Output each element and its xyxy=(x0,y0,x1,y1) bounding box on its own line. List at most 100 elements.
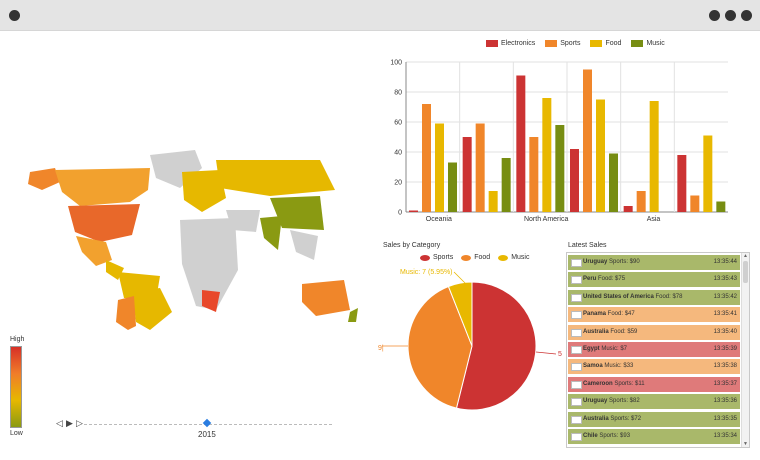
bar[interactable] xyxy=(716,201,726,213)
bar[interactable] xyxy=(703,135,713,213)
pie-chart-title: Sales by Category xyxy=(383,242,441,249)
map-region-usa xyxy=(68,204,140,242)
map-region-south-america-south xyxy=(116,296,136,330)
legend-label: Food xyxy=(605,40,622,47)
pie-legend-item[interactable]: Music xyxy=(498,254,529,261)
sales-row[interactable]: Egypt Music: $7 13:35:39 xyxy=(568,342,740,357)
pie-legend-item[interactable]: Food xyxy=(461,254,490,261)
country-flag-icon xyxy=(571,363,582,372)
scroll-down-icon[interactable]: ▼ xyxy=(743,441,748,447)
sales-row-detail: Music: $7 xyxy=(599,346,628,352)
sales-row[interactable]: Cameroon Sports: $11 13:35:37 xyxy=(568,376,740,392)
sales-row[interactable]: Australia Food: $59 13:35:40 xyxy=(568,324,740,340)
y-tick-label: 80 xyxy=(394,90,402,97)
bar[interactable] xyxy=(435,123,444,213)
x-tick-label: Oceania xyxy=(426,216,452,223)
world-choropleth-map[interactable] xyxy=(20,60,370,330)
sales-row-detail: Music: $33 xyxy=(602,363,634,370)
legend-swatch-icon xyxy=(545,40,558,47)
sales-row[interactable]: Panama Food: $47 13:35:41 xyxy=(568,307,740,323)
sales-row[interactable]: Samoa Music: $33 13:35:38 xyxy=(568,359,740,375)
window-dot-icon[interactable] xyxy=(709,10,720,21)
bar[interactable] xyxy=(677,155,687,212)
bar[interactable] xyxy=(516,75,526,213)
sales-row-time: 13:35:37 xyxy=(713,380,737,387)
bar[interactable] xyxy=(623,206,633,212)
x-tick-label: North America xyxy=(524,216,568,223)
bar[interactable] xyxy=(542,98,552,212)
pie-slice[interactable] xyxy=(455,281,537,411)
bar-legend-item[interactable]: Music xyxy=(631,40,665,47)
sales-row-text: Egypt Music: $7 xyxy=(583,346,627,352)
map-region-europe xyxy=(182,170,226,212)
timeline-play-button[interactable]: ▶ xyxy=(66,418,73,428)
legend-label: Music xyxy=(646,40,665,47)
sales-row-text: Australia Sports: $72 xyxy=(583,416,641,422)
sales-row-country: Australia xyxy=(583,415,609,422)
bar[interactable] xyxy=(448,162,457,213)
window-dot-icon[interactable] xyxy=(725,10,736,21)
bar[interactable] xyxy=(488,191,498,212)
legend-label: Food xyxy=(474,254,491,261)
bar[interactable] xyxy=(649,101,659,212)
sales-row-time: 13:35:42 xyxy=(713,293,737,300)
sales-row-country: United States of America xyxy=(583,293,654,300)
bar[interactable] xyxy=(570,149,579,212)
country-flag-icon xyxy=(571,433,582,441)
pie-data-label: 9| xyxy=(378,345,384,352)
timeline-slider[interactable]: ◁ ▶ ▷ 2015 xyxy=(52,414,352,444)
sales-row-country: Chile xyxy=(583,433,598,439)
bar-legend-item[interactable]: Electronics xyxy=(486,40,535,47)
bar[interactable] xyxy=(409,210,418,213)
sales-row-time: 13:35:41 xyxy=(713,311,737,318)
sales-row-text: Uruguay Sports: $82 xyxy=(583,398,640,404)
country-flag-icon xyxy=(571,380,582,389)
timeline-forward-button[interactable]: ▷ xyxy=(76,418,83,428)
bar-legend-item[interactable]: Sports xyxy=(545,40,580,47)
legend-label: Music xyxy=(511,254,530,261)
pie-slice[interactable] xyxy=(447,281,473,347)
sales-row[interactable]: Uruguay Sports: $90 13:35:44 xyxy=(568,255,740,270)
bar[interactable] xyxy=(422,104,431,212)
pie-legend-item[interactable]: Sports xyxy=(420,254,453,261)
timeline-back-button[interactable]: ◁ xyxy=(56,418,63,428)
sales-row[interactable]: Chile Sports: $93 13:35:34 xyxy=(568,429,740,444)
bar[interactable] xyxy=(596,99,605,213)
bar[interactable] xyxy=(609,153,618,213)
country-flag-icon xyxy=(571,293,582,302)
pie-data-label: Music: 7 (5.95%) xyxy=(400,269,453,276)
latest-sales-scrollbar[interactable]: ▲ ▼ xyxy=(741,253,749,447)
timeline-handle[interactable] xyxy=(202,418,212,428)
sales-row-text: United States of America Food: $78 xyxy=(583,294,682,300)
bar[interactable] xyxy=(462,137,472,212)
window-dot-icon[interactable] xyxy=(741,10,752,21)
bar[interactable] xyxy=(529,137,539,212)
bar[interactable] xyxy=(690,195,700,213)
sales-row[interactable]: Uruguay Sports: $82 13:35:36 xyxy=(568,394,740,410)
latest-sales-list[interactable]: ▲ ▼ Uruguay Sports: $90 13:35:44 Peru Food… xyxy=(566,252,750,448)
country-flag-icon xyxy=(571,415,582,424)
map-regions[interactable] xyxy=(28,150,358,330)
bar[interactable] xyxy=(555,125,565,212)
scroll-thumb[interactable] xyxy=(743,261,748,283)
bar[interactable] xyxy=(475,123,485,213)
timeline-year-label: 2015 xyxy=(198,430,216,439)
sales-row[interactable]: Australia Sports: $72 13:35:35 xyxy=(568,411,740,427)
sales-row-country: Uruguay xyxy=(583,259,608,265)
bar[interactable] xyxy=(501,158,511,212)
bar-legend-item[interactable]: Food xyxy=(590,40,621,47)
map-legend-low-label: Low xyxy=(10,430,23,437)
pie-slice[interactable] xyxy=(407,285,473,409)
window-menu-icon[interactable] xyxy=(9,10,20,21)
country-flag-icon xyxy=(571,398,582,407)
sales-row[interactable]: Peru Food: $75 13:35:43 xyxy=(568,272,740,288)
legend-swatch-icon xyxy=(486,40,498,47)
bar[interactable] xyxy=(583,69,592,213)
sales-row[interactable]: United States of America Food: $78 13:35:… xyxy=(568,289,740,305)
map-color-scale xyxy=(10,346,22,428)
sales-row-time: 13:35:36 xyxy=(713,398,737,405)
country-flag-icon xyxy=(571,276,582,285)
scroll-up-icon[interactable]: ▲ xyxy=(743,253,748,259)
bar[interactable] xyxy=(636,191,646,212)
map-region-southeast-asia xyxy=(290,230,318,260)
